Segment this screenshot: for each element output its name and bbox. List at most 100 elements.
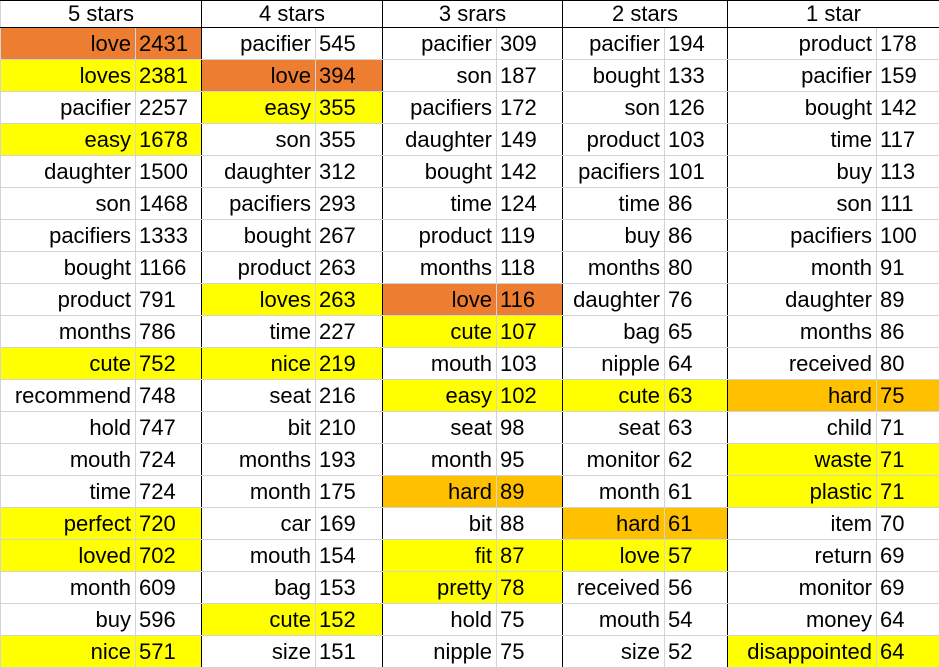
count-cell[interactable]: 70 — [877, 508, 939, 540]
word-cell[interactable]: daughter — [728, 284, 877, 316]
word-cell[interactable]: daughter — [563, 284, 665, 316]
word-cell[interactable]: easy — [383, 380, 497, 412]
count-cell[interactable]: 752 — [136, 348, 202, 380]
word-cell[interactable]: daughter — [202, 156, 316, 188]
word-cell[interactable]: time — [563, 188, 665, 220]
word-cell[interactable]: easy — [1, 124, 136, 156]
word-cell[interactable]: love — [383, 284, 497, 316]
word-cell[interactable]: bag — [563, 316, 665, 348]
word-cell[interactable]: money — [728, 604, 877, 636]
count-cell[interactable]: 80 — [877, 348, 939, 380]
count-cell[interactable]: 61 — [665, 476, 728, 508]
count-cell[interactable]: 219 — [316, 348, 383, 380]
word-cell[interactable]: size — [563, 636, 665, 668]
word-cell[interactable]: hard — [383, 476, 497, 508]
count-cell[interactable]: 227 — [316, 316, 383, 348]
word-cell[interactable]: plastic — [728, 476, 877, 508]
word-cell[interactable]: hard — [563, 508, 665, 540]
word-cell[interactable]: bought — [728, 92, 877, 124]
word-cell[interactable]: pacifier — [202, 28, 316, 60]
word-cell[interactable]: cute — [202, 604, 316, 636]
count-cell[interactable]: 56 — [665, 572, 728, 604]
count-cell[interactable]: 724 — [136, 476, 202, 508]
word-cell[interactable]: monitor — [563, 444, 665, 476]
word-cell[interactable]: mouth — [383, 348, 497, 380]
count-cell[interactable]: 149 — [497, 124, 563, 156]
word-cell[interactable]: time — [728, 124, 877, 156]
count-cell[interactable]: 61 — [665, 508, 728, 540]
word-cell[interactable]: product — [728, 28, 877, 60]
count-cell[interactable]: 100 — [877, 220, 939, 252]
count-cell[interactable]: 64 — [877, 636, 939, 668]
count-cell[interactable]: 210 — [316, 412, 383, 444]
count-cell[interactable]: 98 — [497, 412, 563, 444]
word-cell[interactable]: product — [563, 124, 665, 156]
word-cell[interactable]: nice — [1, 636, 136, 668]
word-cell[interactable]: pacifiers — [563, 156, 665, 188]
word-cell[interactable]: mouth — [563, 604, 665, 636]
word-cell[interactable]: daughter — [383, 124, 497, 156]
count-cell[interactable]: 75 — [497, 636, 563, 668]
count-cell[interactable]: 159 — [877, 60, 939, 92]
count-cell[interactable]: 2431 — [136, 28, 202, 60]
word-cell[interactable]: months — [383, 252, 497, 284]
word-cell[interactable]: bought — [1, 252, 136, 284]
word-cell[interactable]: nipple — [383, 636, 497, 668]
word-cell[interactable]: bit — [383, 508, 497, 540]
word-cell[interactable]: months — [202, 444, 316, 476]
word-cell[interactable]: product — [383, 220, 497, 252]
word-cell[interactable]: time — [202, 316, 316, 348]
word-cell[interactable]: bag — [202, 572, 316, 604]
count-cell[interactable]: 267 — [316, 220, 383, 252]
count-cell[interactable]: 95 — [497, 444, 563, 476]
count-cell[interactable]: 86 — [665, 188, 728, 220]
count-cell[interactable]: 355 — [316, 92, 383, 124]
word-cell[interactable]: hard — [728, 380, 877, 412]
count-cell[interactable]: 609 — [136, 572, 202, 604]
word-cell[interactable]: loved — [1, 540, 136, 572]
count-cell[interactable]: 111 — [877, 188, 939, 220]
count-cell[interactable]: 312 — [316, 156, 383, 188]
word-cell[interactable]: time — [1, 476, 136, 508]
count-cell[interactable]: 69 — [877, 540, 939, 572]
word-cell[interactable]: love — [202, 60, 316, 92]
count-cell[interactable]: 748 — [136, 380, 202, 412]
word-cell[interactable]: son — [383, 60, 497, 92]
word-cell[interactable]: item — [728, 508, 877, 540]
count-cell[interactable]: 89 — [497, 476, 563, 508]
count-cell[interactable]: 263 — [316, 284, 383, 316]
count-cell[interactable]: 293 — [316, 188, 383, 220]
count-cell[interactable]: 75 — [877, 380, 939, 412]
word-cell[interactable]: pacifier — [1, 92, 136, 124]
header-5-stars[interactable]: 5 stars — [1, 1, 202, 28]
count-cell[interactable]: 175 — [316, 476, 383, 508]
word-cell[interactable]: month — [563, 476, 665, 508]
word-cell[interactable]: recommend — [1, 380, 136, 412]
word-cell[interactable]: pacifiers — [728, 220, 877, 252]
word-cell[interactable]: hold — [1, 412, 136, 444]
word-cell[interactable]: son — [728, 188, 877, 220]
word-cell[interactable]: cute — [1, 348, 136, 380]
word-cell[interactable]: car — [202, 508, 316, 540]
word-cell[interactable]: son — [563, 92, 665, 124]
count-cell[interactable]: 102 — [497, 380, 563, 412]
count-cell[interactable]: 69 — [877, 572, 939, 604]
word-cell[interactable]: size — [202, 636, 316, 668]
count-cell[interactable]: 107 — [497, 316, 563, 348]
count-cell[interactable]: 702 — [136, 540, 202, 572]
word-cell[interactable]: buy — [563, 220, 665, 252]
count-cell[interactable]: 54 — [665, 604, 728, 636]
count-cell[interactable]: 75 — [497, 604, 563, 636]
header-4-stars[interactable]: 4 stars — [202, 1, 383, 28]
word-cell[interactable]: loves — [1, 60, 136, 92]
word-cell[interactable]: pacifier — [728, 60, 877, 92]
count-cell[interactable]: 394 — [316, 60, 383, 92]
word-cell[interactable]: months — [1, 316, 136, 348]
word-cell[interactable]: pacifiers — [383, 92, 497, 124]
word-cell[interactable]: product — [1, 284, 136, 316]
count-cell[interactable]: 142 — [877, 92, 939, 124]
word-cell[interactable]: time — [383, 188, 497, 220]
word-cell[interactable]: waste — [728, 444, 877, 476]
header-1-star[interactable]: 1 star — [728, 1, 939, 28]
word-cell[interactable]: seat — [563, 412, 665, 444]
